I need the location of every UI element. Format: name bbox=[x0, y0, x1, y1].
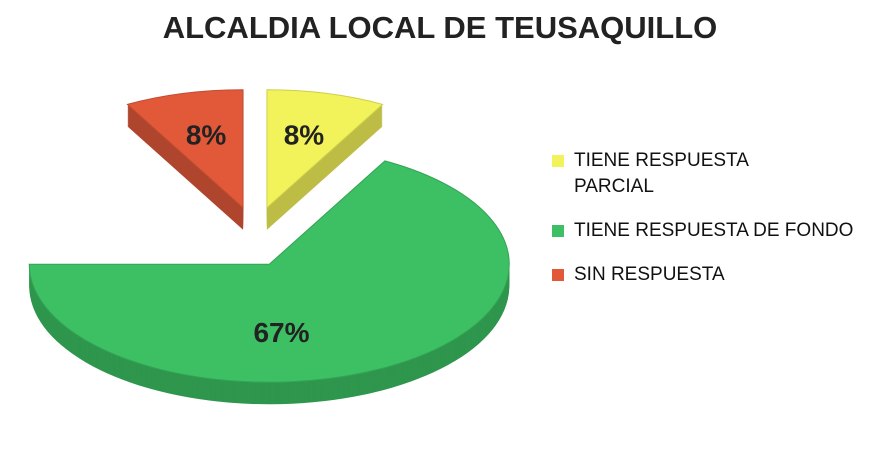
value-label: 67% bbox=[253, 317, 309, 348]
slice-top bbox=[28, 160, 510, 383]
pie-slice bbox=[28, 160, 510, 405]
value-label: 8% bbox=[284, 119, 325, 150]
legend-swatch bbox=[552, 225, 564, 237]
legend-item: SIN RESPUESTA bbox=[552, 262, 872, 288]
chart-title: ALCALDIA LOCAL DE TEUSAQUILLO bbox=[163, 10, 718, 45]
legend-swatch bbox=[552, 269, 564, 281]
legend: TIENE RESPUESTA PARCIAL TIENE RESPUESTA D… bbox=[552, 148, 872, 306]
slice-top bbox=[266, 89, 384, 209]
pie-slice bbox=[266, 89, 384, 230]
legend-label: TIENE RESPUESTA DE FONDO bbox=[574, 220, 854, 241]
value-label: 8% bbox=[186, 119, 227, 150]
legend-label: TIENE RESPUESTA PARCIAL bbox=[574, 150, 748, 197]
slice-top bbox=[126, 89, 244, 209]
legend-swatch bbox=[552, 155, 564, 167]
legend-item: TIENE RESPUESTA DE FONDO bbox=[552, 218, 872, 244]
legend-item: TIENE RESPUESTA PARCIAL bbox=[552, 148, 872, 200]
pie-slice bbox=[126, 89, 244, 230]
legend-label: SIN RESPUESTA bbox=[574, 264, 725, 285]
